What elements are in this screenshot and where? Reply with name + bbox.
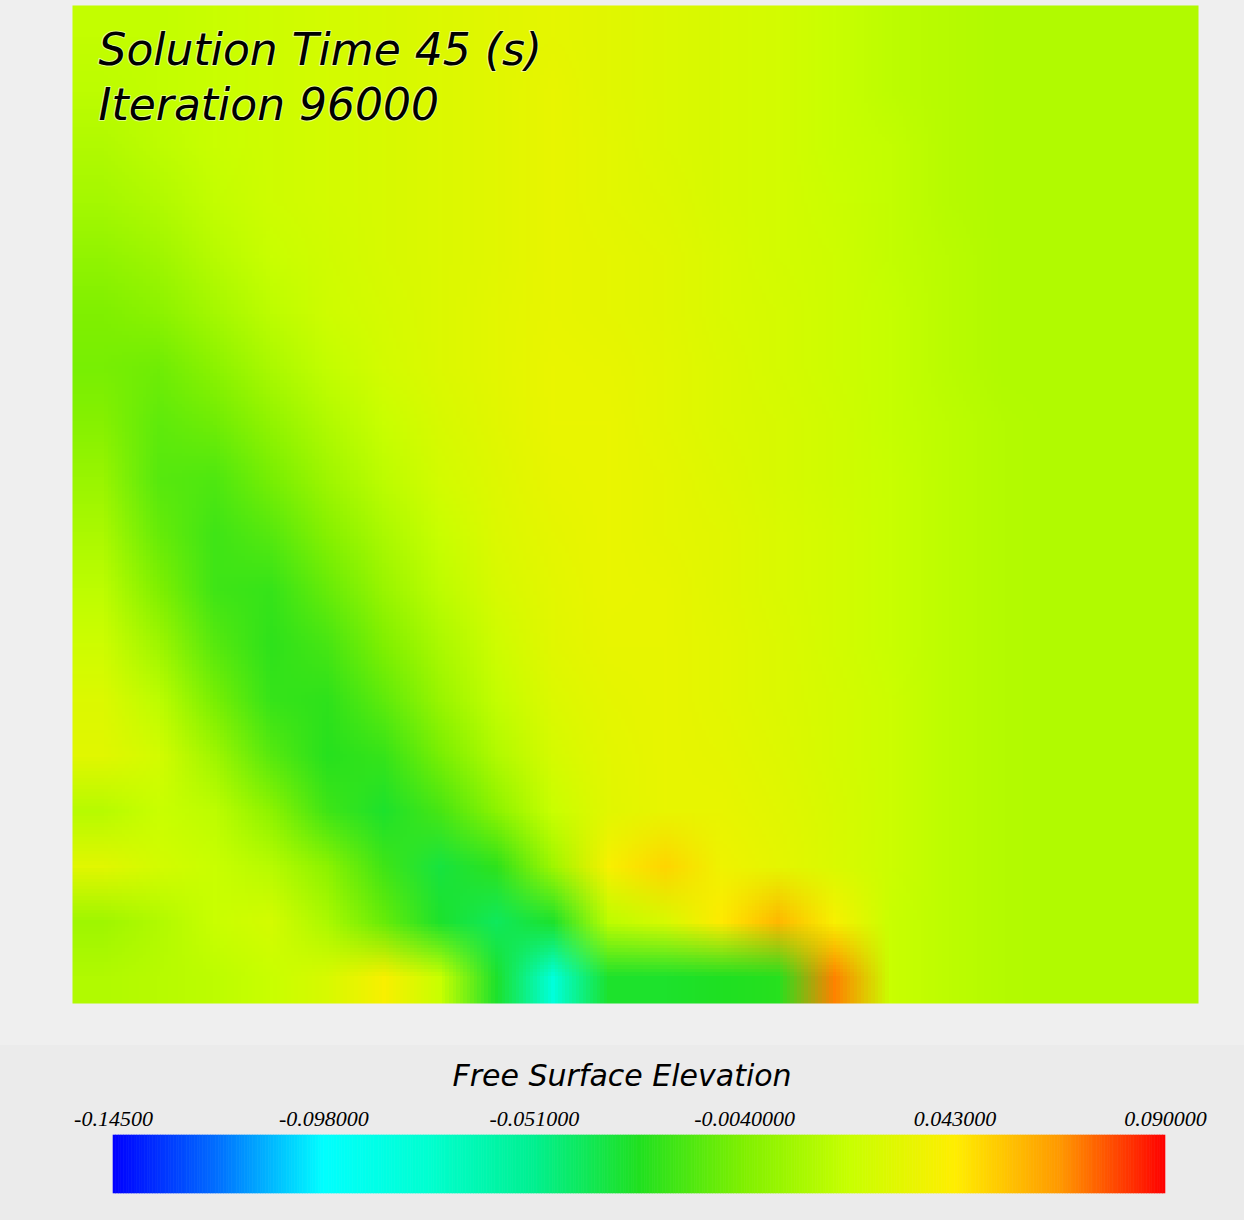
- svg-text:-0.14500: -0.14500: [74, 1106, 153, 1131]
- svg-text:0.043000: 0.043000: [914, 1106, 997, 1131]
- svg-text:-0.098000: -0.098000: [279, 1106, 369, 1131]
- svg-text:-0.0040000: -0.0040000: [694, 1106, 795, 1131]
- svg-text:0.090000: 0.090000: [1124, 1106, 1207, 1131]
- svg-text:-0.051000: -0.051000: [489, 1106, 579, 1131]
- svg-text:Solution Time 45 (s)Iteration: Solution Time 45 (s)Iteration 96000: [99, 24, 542, 130]
- html-text:Free Surface Elevation: Free Surface Elevation: [452, 1058, 792, 1093]
